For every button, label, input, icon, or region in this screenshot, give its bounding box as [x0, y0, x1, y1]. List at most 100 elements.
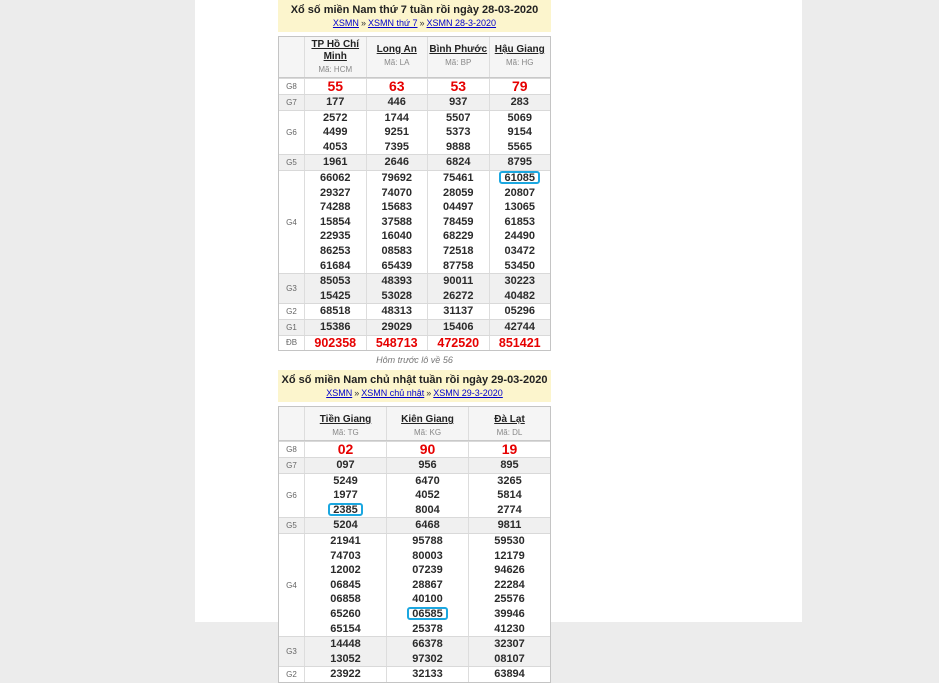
result-block-sunday: Xổ số miền Nam chủ nhật tuần rồi ngày 29…	[278, 370, 551, 683]
prize-cell: 15406	[427, 319, 489, 335]
prize-number: 79692	[381, 171, 413, 184]
prize-cell: 937	[427, 95, 489, 110]
highlighted-number: 06585	[407, 607, 448, 621]
prize-number: 1744	[384, 111, 409, 124]
prize-cell: 177	[304, 95, 366, 110]
prize-cell: 32307 08107	[468, 637, 550, 667]
breadcrumb-link-date[interactable]: XSMN 29-3-2020	[433, 388, 503, 399]
prize-number: 26272	[442, 289, 474, 302]
prize-number: 895	[500, 459, 519, 472]
prize-number: 5507	[446, 111, 471, 124]
prize-number: 66378	[412, 638, 443, 651]
prize-cell: 472520	[427, 335, 489, 351]
result-table: Tiền Giang Mã: TG Kiên Giang Mã: KG Đà Lạt Mã…	[278, 406, 551, 683]
breadcrumb-link-date[interactable]: XSMN 28-3-2020	[426, 18, 497, 28]
prize-cell: 55	[304, 79, 366, 94]
breadcrumb-link-xsmn[interactable]: XSMN	[326, 388, 353, 399]
prize-cell: 097	[304, 458, 386, 473]
prize-number: 90	[419, 441, 436, 458]
prize-number: 07239	[412, 564, 443, 577]
prize-number: 25576	[494, 593, 525, 606]
province-link[interactable]: Bình Phước	[429, 44, 488, 55]
prize-cell: 9811	[468, 518, 550, 534]
prize-number: 40100	[412, 593, 443, 606]
prize-cell: 79	[488, 79, 551, 94]
prize-number: 22284	[494, 578, 525, 591]
result-header: Xổ số miền Nam thứ 7 tuần rồi ngày 28-03…	[278, 0, 551, 32]
breadcrumb-link-xsmn[interactable]: XSMN	[332, 18, 359, 28]
prize-number: 87758	[442, 259, 474, 272]
prize-number: 956	[418, 459, 437, 472]
prize-cell: 5204	[304, 518, 386, 534]
breadcrumb-separator: »	[426, 388, 432, 399]
province-link[interactable]: Tiền Giang	[319, 414, 372, 426]
prize-number: 8795	[507, 156, 532, 169]
prize-number: 59530	[494, 535, 525, 548]
result-title: Xổ số miền Nam thứ 7 tuần rồi ngày 28-03…	[290, 4, 539, 16]
province-link[interactable]: TP Hồ Chí Minh	[311, 39, 360, 62]
prize-number: 05296	[504, 305, 536, 318]
prize-cell: 63	[365, 78, 428, 94]
result-table: TP Hồ Chí Minh Mã: HCM Long An Mã: LA Bình P…	[278, 36, 551, 352]
prize-number: 85053	[319, 275, 351, 288]
prize-number: 21941	[330, 535, 361, 548]
province-link[interactable]: Hậu Giang	[494, 44, 545, 55]
prize-number: 39946	[494, 608, 525, 621]
prize-cell: 59530 12179 94626 22284 25576 39946 41230	[468, 534, 550, 637]
province-code: Mã: HG	[505, 58, 534, 67]
province-link[interactable]: Kiên Giang	[401, 414, 454, 426]
prize-number: 6468	[415, 519, 440, 532]
prize-number: 63	[388, 78, 405, 94]
prize-number: 41230	[494, 622, 525, 635]
province-link[interactable]: Đà Lạt	[494, 414, 525, 426]
prize-number: 5069	[507, 111, 532, 124]
prize-cell: 30223 40482	[488, 274, 551, 304]
highlighted-number: 2385	[328, 502, 363, 516]
prize-number: 68518	[319, 305, 351, 318]
province-header: Hậu Giang Mã: HG	[488, 37, 551, 77]
prize-number: 61853	[504, 215, 536, 228]
prize-cell: 446	[365, 95, 428, 110]
province-header: Tiền Giang Mã: TG	[304, 407, 386, 441]
prize-row-label: G8	[286, 82, 297, 91]
province-link[interactable]: Long An	[376, 44, 417, 55]
prize-number: 90011	[443, 275, 474, 288]
prize-number: 3265	[497, 474, 522, 487]
prize-number: 4053	[323, 140, 348, 153]
prize-number: 03472	[504, 244, 536, 257]
breadcrumb-link-weekday[interactable]: XSMN chủ nhật	[361, 388, 425, 399]
prize-number: 16040	[381, 230, 413, 243]
prize-number: 66062	[319, 171, 351, 184]
prize-number: 53	[450, 78, 467, 94]
prize-number: 97302	[412, 652, 443, 665]
province-code: Mã: HCM	[318, 65, 353, 74]
prize-cell: 48313	[365, 304, 428, 319]
prize-cell: 895	[468, 458, 550, 473]
prize-number: 61684	[319, 259, 351, 272]
prize-number: 13065	[504, 201, 536, 214]
breadcrumb: XSMN» XSMN thứ 7» XSMN 28-3-2020	[280, 18, 549, 29]
prize-cell: 05296	[488, 304, 551, 319]
prize-row: G5 1961 2646 6824 8795	[279, 154, 550, 170]
row-label-spacer	[279, 407, 304, 440]
prize-cell: 851421	[488, 335, 551, 351]
prize-cell: 75461 28059 04497 78459 68229 72518 87758	[427, 170, 489, 274]
breadcrumb-link-weekday[interactable]: XSMN thứ 7	[367, 18, 418, 28]
prize-number: 28867	[412, 578, 443, 591]
prize-number: 32307	[494, 638, 525, 651]
prize-number: 902358	[314, 335, 357, 350]
prize-number: 6824	[446, 156, 471, 169]
prize-number: 86253	[319, 244, 351, 257]
prize-number: 65260	[330, 608, 361, 621]
prize-row: G4 21941 74703 12002 06845 06858 65260 65154 957…	[279, 533, 550, 637]
prize-number: 28059	[442, 186, 474, 199]
prize-number: 74070	[381, 186, 413, 199]
prize-number: 20807	[504, 186, 536, 199]
prize-cell: 79692 74070 15683 37588 16040 08583 65439	[365, 170, 428, 274]
prize-cell: 29029	[365, 319, 428, 335]
prize-cell: 90	[386, 441, 468, 458]
prize-row: G1 15386 29029 15406 42744	[279, 318, 550, 335]
prize-number: 80003	[412, 549, 443, 562]
prize-number: 1961	[323, 156, 348, 169]
result-header: Xổ số miền Nam chủ nhật tuần rồi ngày 29…	[278, 370, 551, 403]
